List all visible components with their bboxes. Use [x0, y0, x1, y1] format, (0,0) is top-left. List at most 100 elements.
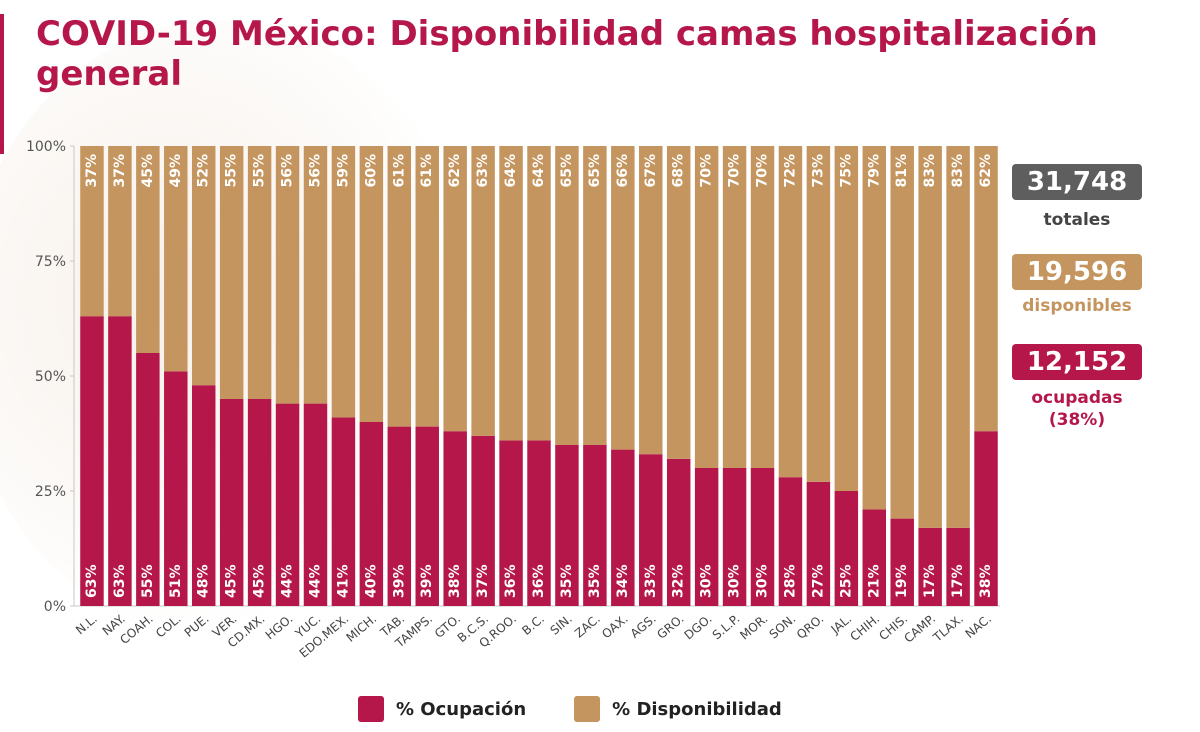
x-tick-label: S.L.P. [710, 612, 743, 643]
bar-disponibilidad [303, 146, 328, 404]
data-label-disponibilidad: 70% [699, 154, 715, 188]
bar-ocupacion [778, 477, 803, 606]
data-label-disponibilidad: 55% [224, 154, 240, 188]
bar-disponibilidad [778, 146, 803, 478]
bar-ocupacion [331, 417, 356, 606]
x-tick-label: CHIH. [847, 612, 882, 644]
x-tick-label: AGS. [628, 612, 659, 641]
data-label-ocupacion: 39% [391, 564, 407, 598]
bar-disponibilidad [806, 146, 831, 482]
data-label-ocupacion: 39% [419, 564, 435, 598]
x-tick-label: DGO. [682, 612, 715, 643]
data-label-ocupacion: 17% [922, 564, 938, 598]
bar-ocupacion [806, 481, 831, 606]
bar-disponibilidad [359, 146, 384, 422]
data-label-disponibilidad: 83% [922, 154, 938, 188]
bar-disponibilidad [834, 146, 859, 491]
data-label-ocupacion: 55% [140, 564, 156, 598]
data-label-disponibilidad: 60% [363, 154, 379, 188]
page-title: COVID-19 México: Disponibilidad camas ho… [36, 14, 1098, 94]
bar-ocupacion [750, 468, 775, 606]
data-label-ocupacion: 38% [447, 564, 463, 598]
data-label-disponibilidad: 79% [866, 154, 882, 188]
bar-ocupacion [666, 458, 691, 606]
bar-disponibilidad [555, 146, 579, 445]
data-label-ocupacion: 48% [196, 564, 212, 598]
x-tick-label: MOR. [737, 612, 770, 643]
data-label-disponibilidad: 62% [447, 154, 463, 188]
bar-ocupacion [834, 491, 859, 606]
legend-label-disponibilidad: % Disponibilidad [612, 698, 782, 720]
bar-ocupacion [918, 527, 942, 606]
x-tick-label: MICH. [344, 612, 380, 645]
bar-disponibilidad [499, 146, 523, 441]
data-label-ocupacion: 38% [978, 564, 994, 598]
x-tick-label: ZAC. [572, 612, 603, 641]
legend-item-ocupacion: % Ocupación [358, 696, 526, 722]
totales-label: totales [1043, 210, 1111, 230]
bar-ocupacion [219, 399, 244, 606]
data-label-disponibilidad: 73% [810, 154, 826, 188]
bar-ocupacion [583, 445, 607, 606]
data-label-ocupacion: 32% [671, 564, 687, 598]
data-label-disponibilidad: 67% [643, 154, 659, 188]
bar-disponibilidad [191, 146, 216, 386]
data-label-disponibilidad: 37% [84, 154, 100, 188]
x-tick-label: HGO. [263, 612, 296, 643]
data-label-ocupacion: 36% [503, 564, 519, 598]
title-accent-bar [0, 14, 4, 154]
data-label-disponibilidad: 59% [335, 154, 351, 188]
bar-ocupacion [303, 403, 328, 606]
data-label-ocupacion: 30% [699, 564, 715, 598]
data-label-ocupacion: 27% [810, 564, 826, 598]
bar-disponibilidad [918, 146, 942, 528]
data-label-ocupacion: 35% [587, 564, 603, 598]
bar-disponibilidad [219, 146, 244, 399]
data-label-ocupacion: 30% [755, 564, 771, 598]
data-label-disponibilidad: 45% [140, 154, 156, 188]
data-label-ocupacion: 34% [615, 564, 631, 598]
data-label-disponibilidad: 81% [894, 154, 910, 188]
bar-disponibilidad [415, 146, 439, 427]
bar-ocupacion [974, 431, 998, 606]
data-label-disponibilidad: 70% [755, 154, 771, 188]
bar-ocupacion [275, 403, 300, 606]
bar-ocupacion [862, 509, 887, 606]
bar-disponibilidad [583, 146, 607, 445]
data-label-disponibilidad: 61% [419, 154, 435, 188]
bar-disponibilidad [666, 146, 691, 459]
data-label-ocupacion: 44% [280, 564, 296, 598]
data-label-disponibilidad: 56% [280, 154, 296, 188]
bar-disponibilidad [275, 146, 300, 404]
bar-ocupacion [247, 399, 272, 606]
data-label-disponibilidad: 61% [391, 154, 407, 188]
data-label-ocupacion: 40% [363, 564, 379, 598]
data-label-disponibilidad: 64% [531, 154, 547, 188]
bar-disponibilidad [136, 146, 160, 353]
data-label-ocupacion: 63% [112, 564, 128, 598]
data-label-ocupacion: 36% [531, 564, 547, 598]
data-label-ocupacion: 44% [307, 564, 323, 598]
bar-disponibilidad [331, 146, 356, 418]
ocupadas-value-badge: 12,152 [1012, 344, 1142, 380]
x-tick-label: N.L. [73, 612, 100, 638]
bar-ocupacion [415, 426, 439, 606]
legend-swatch-ocupacion [358, 696, 384, 722]
x-tick-label: NAC. [963, 612, 994, 641]
ocupadas-label: ocupadas [1031, 388, 1123, 408]
data-label-ocupacion: 19% [894, 564, 910, 598]
chart-legend: % Ocupación % Disponibilidad [358, 694, 830, 724]
data-label-ocupacion: 33% [643, 564, 659, 598]
bar-ocupacion [443, 431, 467, 606]
data-label-disponibilidad: 70% [727, 154, 743, 188]
data-label-disponibilidad: 56% [307, 154, 323, 188]
data-label-disponibilidad: 49% [168, 154, 184, 188]
data-label-disponibilidad: 37% [112, 154, 128, 188]
bar-disponibilidad [108, 146, 132, 317]
bar-ocupacion [359, 422, 384, 606]
data-label-disponibilidad: 62% [978, 154, 994, 188]
bar-disponibilidad [639, 146, 663, 455]
bar-disponibilidad [946, 146, 970, 528]
bar-disponibilidad [164, 146, 188, 372]
